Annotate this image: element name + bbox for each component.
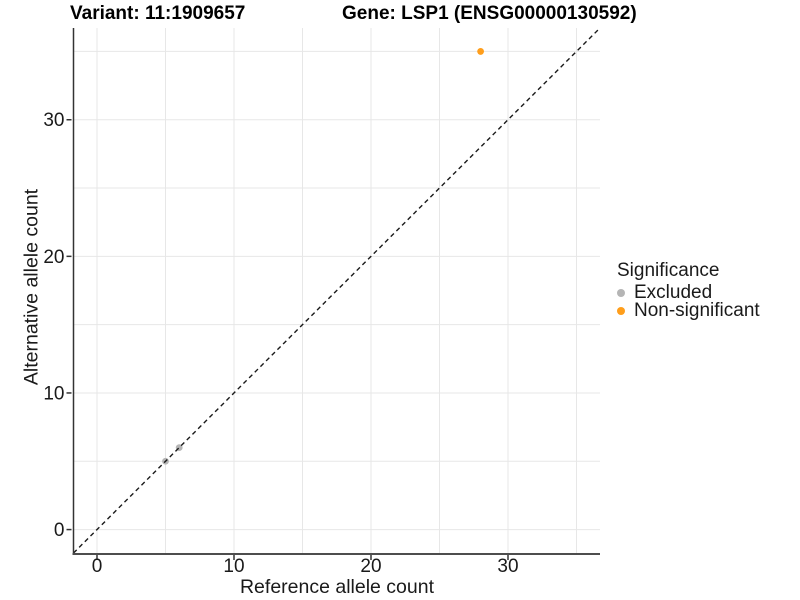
legend-dot-icon [617,289,625,297]
legend-items: Excluded Non-significant [617,282,760,321]
y-tick-label: 10 [43,383,64,404]
data-point-non-significant [477,48,485,55]
legend-dot-icon [617,307,625,315]
legend-item-excluded: Excluded [617,282,760,303]
x-tick-label: 30 [497,556,518,577]
legend: Significance Excluded Non-significant [617,260,760,320]
y-axis-title: Alternative allele count [20,188,43,386]
legend-item-label: Non-significant [634,300,760,321]
x-tick-label: 10 [223,556,244,577]
legend-item-label: Excluded [634,282,713,303]
legend-item-non-significant: Non-significant [617,300,760,321]
x-axis-title: Reference allele count [239,576,435,598]
variant-title: Variant: 11:1909657 [70,3,246,24]
identity-dashed-line [73,27,601,554]
x-tick-label: 0 [92,556,103,577]
gene-title: Gene: LSP1 (ENSG00000130592) [342,3,637,24]
y-tick-label: 0 [54,520,65,541]
y-tick-label: 20 [43,247,64,268]
y-tick-label: 30 [43,110,64,131]
legend-title: Significance [617,260,720,281]
x-tick-label: 20 [360,556,381,577]
